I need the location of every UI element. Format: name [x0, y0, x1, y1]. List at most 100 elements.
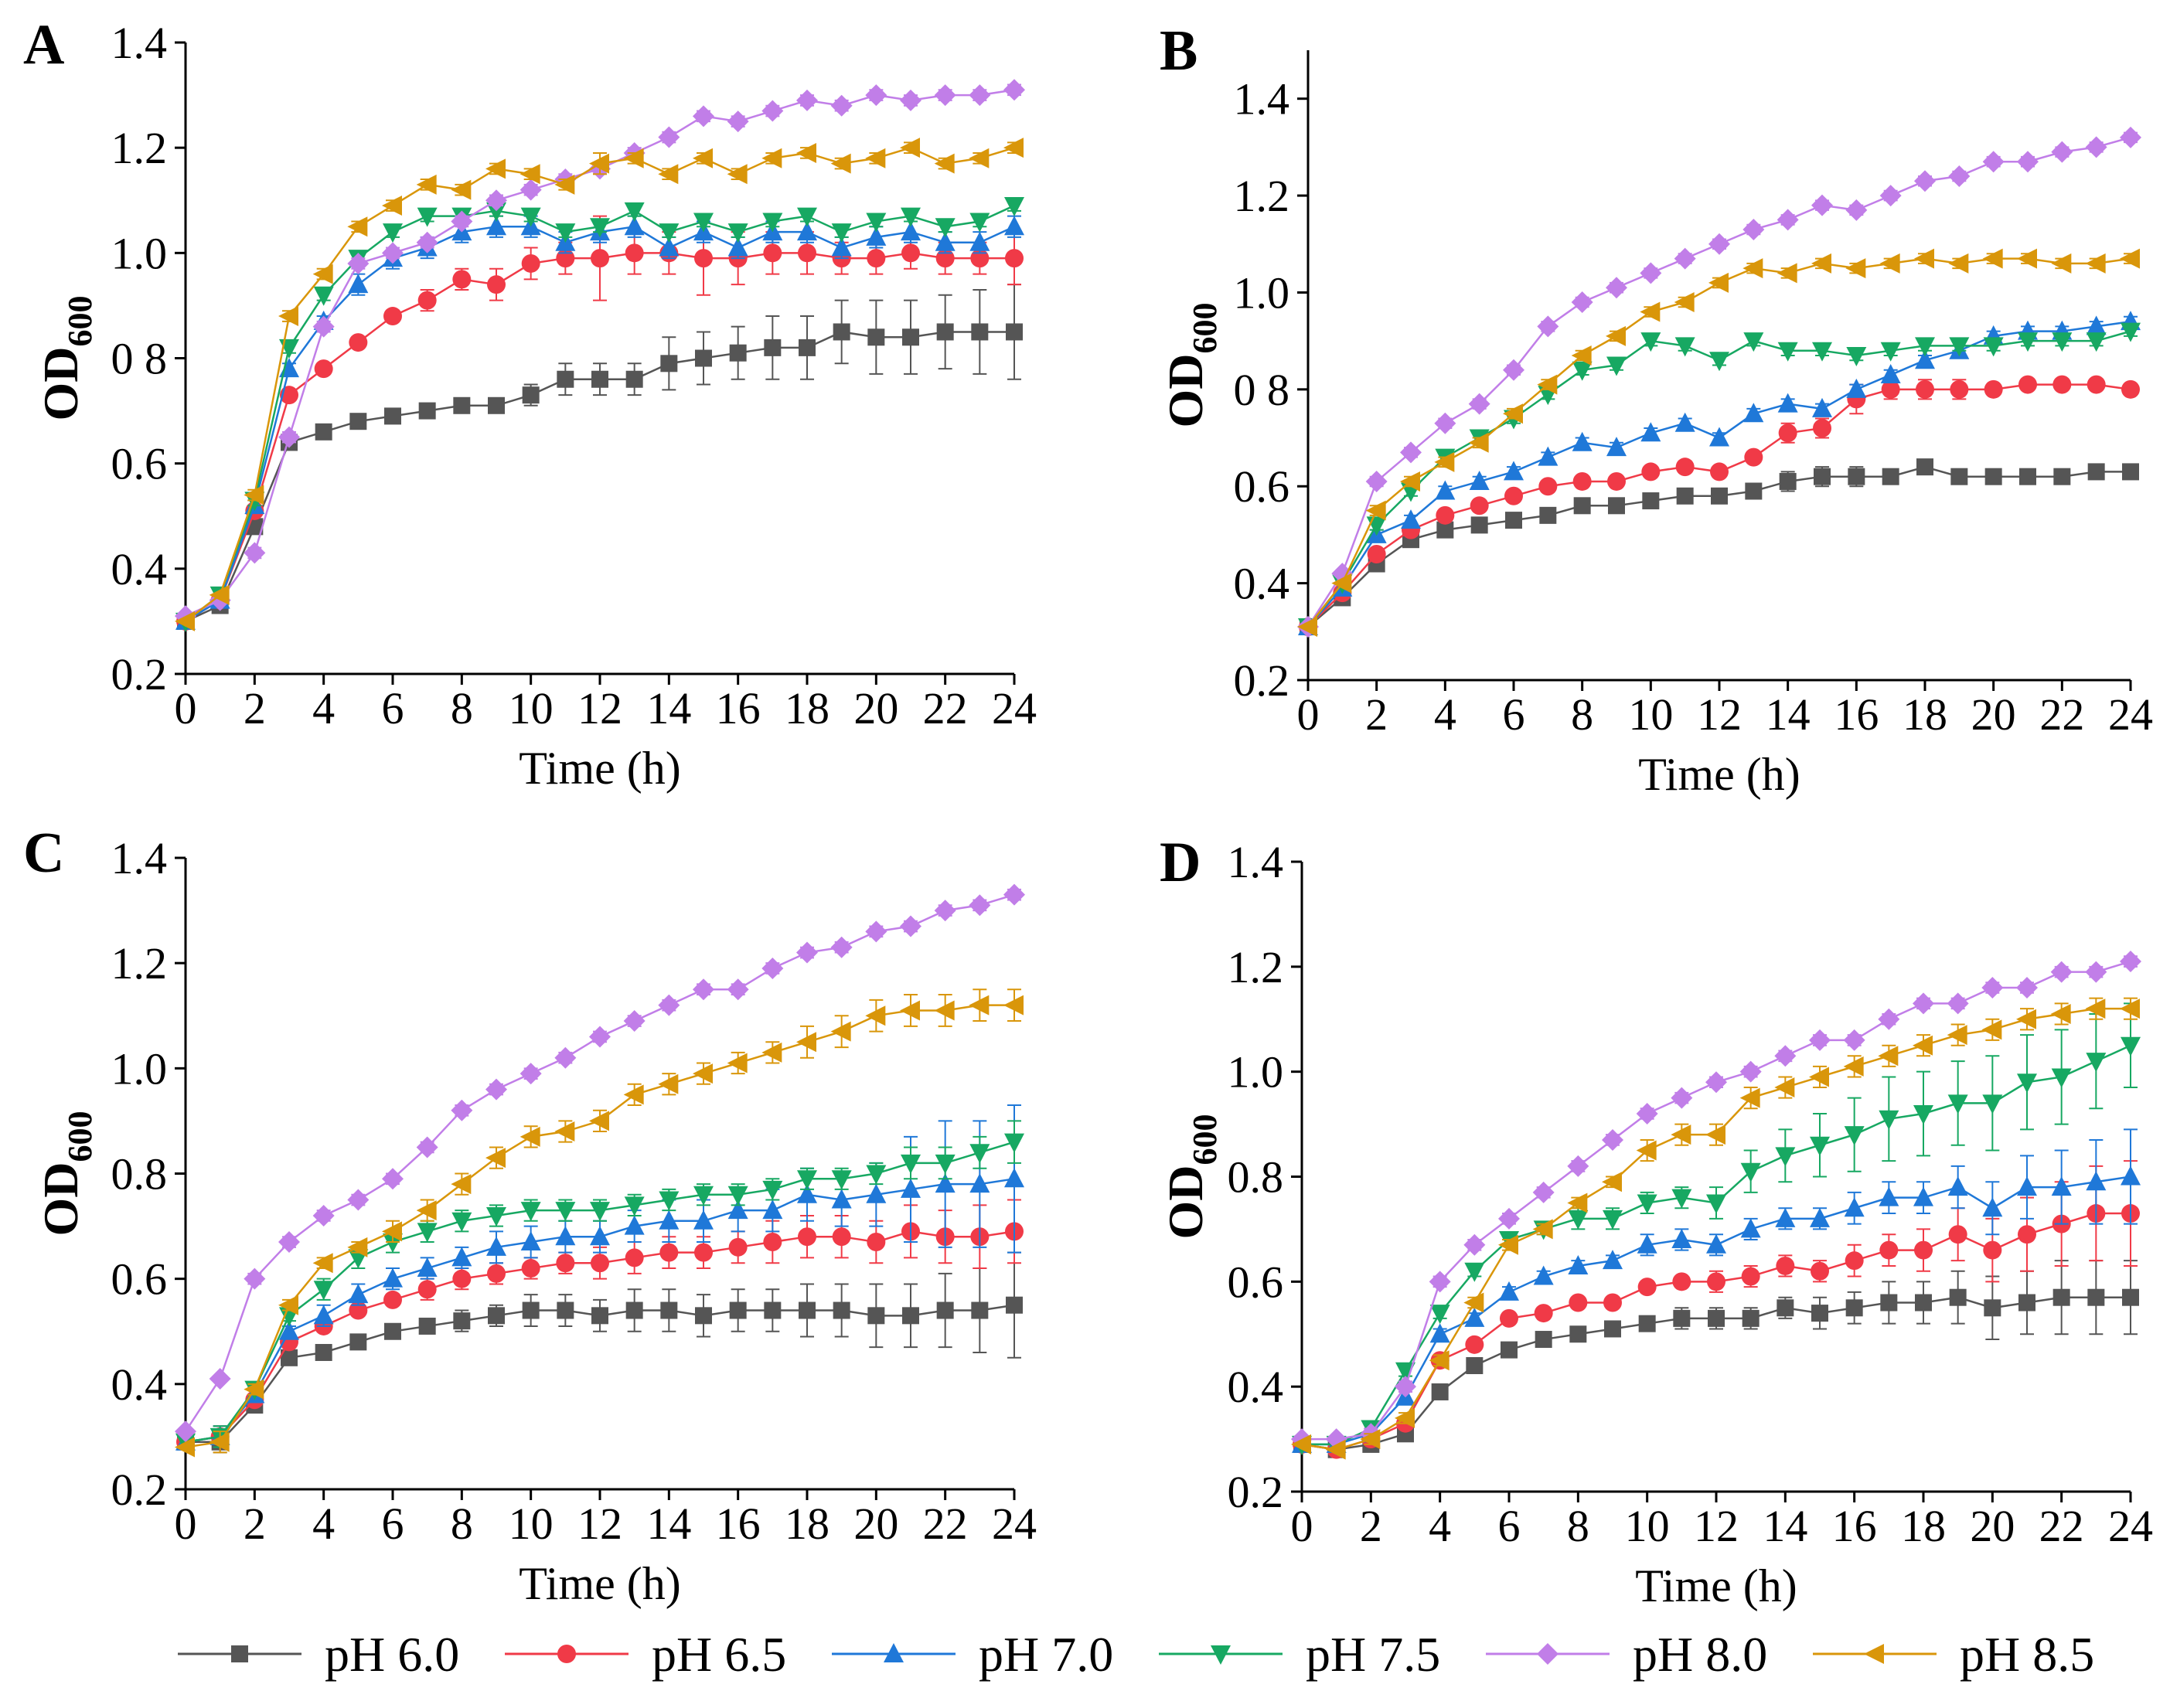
data-point [312, 1204, 335, 1227]
data-point [1848, 468, 1865, 485]
data-point [659, 236, 680, 257]
data-point [2053, 468, 2071, 485]
data-point [1879, 253, 1900, 274]
panel-b: 0 2 4 6 8 10 12 14 16 18 20 22 240.20.40.60 81.01.21… [1158, 19, 2153, 800]
data-point [1571, 345, 1592, 366]
data-point [695, 1307, 712, 1325]
data-point [798, 243, 816, 263]
data-point [1845, 258, 1866, 279]
data-point [1606, 277, 1627, 299]
data-point [278, 426, 300, 448]
data-point [279, 358, 299, 378]
data-point [1429, 1350, 1450, 1371]
data-point [799, 339, 816, 356]
data-point [1914, 248, 1934, 269]
data-point [659, 1191, 680, 1211]
data-point [451, 210, 473, 233]
data-point [281, 1349, 298, 1366]
data-point [1705, 1124, 1725, 1145]
y-tick-label: 0.8 [1228, 1152, 1284, 1203]
x-tick-label: 14 [1766, 689, 1811, 740]
legend-marker [557, 1645, 576, 1663]
data-point [1811, 253, 1831, 274]
data-point [1776, 1256, 1795, 1275]
data-point [1572, 361, 1593, 381]
data-point [1469, 470, 1490, 490]
data-point [935, 218, 956, 238]
data-point [1464, 1262, 1485, 1282]
series-ph-6-0 [177, 1251, 1023, 1454]
data-point [1984, 468, 2002, 485]
data-point [1708, 1309, 1725, 1327]
data-point [1982, 248, 2003, 269]
data-point [1365, 470, 1388, 492]
data-point [418, 1317, 436, 1335]
data-point [417, 1257, 438, 1278]
x-tick-label: 2 [244, 683, 266, 733]
x-tick-label: 8 [1567, 1501, 1589, 1551]
data-point [1535, 1331, 1552, 1349]
series-line [185, 1141, 1015, 1443]
data-point [2017, 248, 2037, 269]
data-point [1947, 1025, 1967, 1046]
data-point [936, 323, 954, 341]
data-point [485, 1078, 507, 1101]
y-tick-label: 1.2 [1234, 171, 1290, 221]
data-point [1395, 1407, 1415, 1428]
data-point [658, 1073, 679, 1094]
data-point [727, 1053, 748, 1073]
data-point [969, 894, 991, 917]
data-point [1981, 1019, 2002, 1040]
data-point [830, 936, 853, 958]
data-point [1400, 471, 1420, 492]
data-point [1360, 1429, 1381, 1450]
data-point [1705, 1071, 1727, 1094]
data-point [383, 1267, 403, 1288]
data-point [590, 1226, 610, 1246]
data-point [1711, 487, 1728, 505]
legend-item: pH 6.5 [505, 1627, 786, 1682]
data-point [314, 359, 333, 379]
series-ph-8-5 [175, 988, 1024, 1458]
data-point [1844, 1197, 1865, 1217]
data-point [554, 1046, 577, 1069]
data-point [1913, 1186, 1933, 1206]
x-tick-label: 10 [1625, 1501, 1670, 1551]
y-tick-label: 1.4 [111, 18, 168, 68]
data-point [1845, 1251, 1864, 1271]
series-ph-6-0 [177, 284, 1023, 630]
data-point [521, 1259, 540, 1278]
data-point [727, 978, 749, 1001]
data-point [451, 1247, 472, 1267]
data-point [1777, 393, 1798, 413]
data-point [658, 126, 680, 148]
data-point [934, 900, 956, 922]
data-point [2086, 1171, 2107, 1191]
data-point [555, 1202, 576, 1222]
data-point [865, 920, 887, 943]
data-point [1739, 1060, 1762, 1083]
data-point [762, 1180, 783, 1200]
data-point [452, 1269, 472, 1288]
data-point [1879, 1240, 1899, 1260]
data-point [418, 402, 436, 420]
data-point [485, 158, 506, 179]
data-point [2018, 1294, 2035, 1312]
data-point [934, 153, 955, 174]
panel-c: 0 2 4 6 8 10 12 14 16 18 20 22 240.20.40.60.81.01.21… [23, 822, 1037, 1609]
data-point [624, 1215, 645, 1235]
data-point [623, 1010, 646, 1033]
data-point [244, 1267, 266, 1290]
data-point [831, 236, 852, 257]
data-point [521, 253, 540, 273]
data-point [382, 1221, 402, 1242]
data-point [2086, 315, 2107, 335]
series-line [1307, 383, 2131, 628]
data-point [2121, 322, 2141, 342]
data-point [1708, 272, 1729, 293]
x-tick-label: 24 [2108, 689, 2153, 740]
data-point [382, 242, 404, 264]
data-point [1463, 1292, 1484, 1313]
data-point [1742, 218, 1765, 240]
